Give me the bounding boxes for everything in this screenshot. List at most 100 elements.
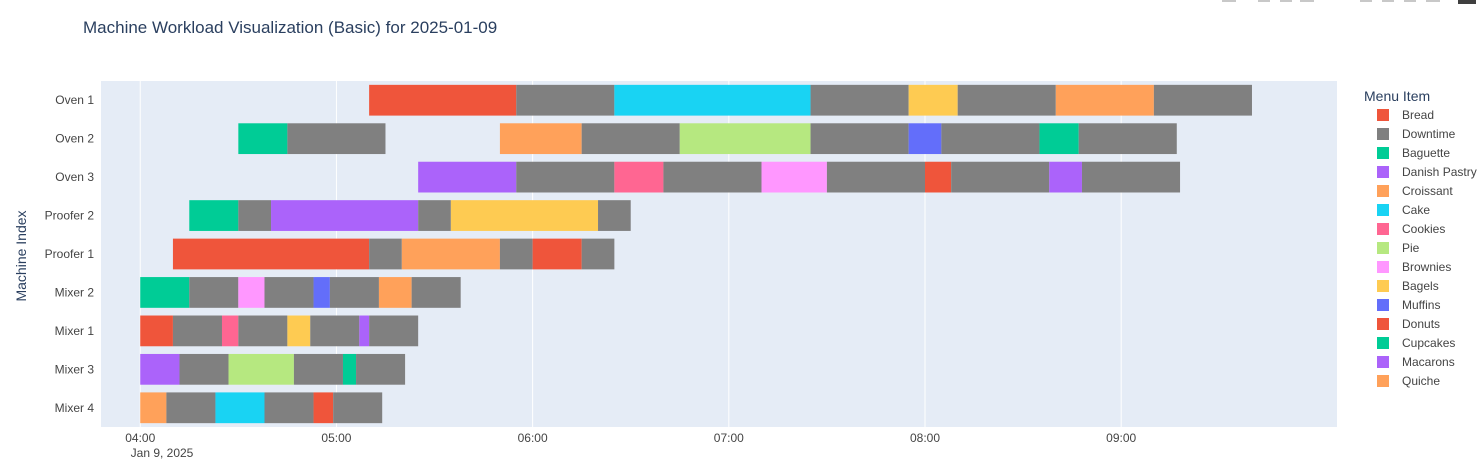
legend-label[interactable]: Macarons [1402, 355, 1455, 369]
reset-icon[interactable] [1426, 0, 1440, 2]
gantt-bar[interactable] [140, 277, 190, 308]
legend-swatch[interactable] [1377, 185, 1389, 197]
legend-label[interactable]: Cake [1402, 203, 1430, 217]
zoom-icon[interactable] [1258, 0, 1270, 2]
gantt-bar[interactable] [369, 238, 402, 270]
gantt-bar[interactable] [313, 277, 330, 308]
gantt-bar[interactable] [1081, 161, 1181, 193]
gantt-bar[interactable] [166, 392, 216, 424]
gantt-bar[interactable] [411, 277, 461, 308]
gantt-bar[interactable] [172, 315, 222, 347]
gantt-bar[interactable] [342, 353, 357, 385]
legend-label[interactable]: Downtime [1402, 127, 1456, 141]
gantt-bar[interactable] [810, 84, 909, 116]
gantt-bar[interactable] [310, 315, 360, 347]
gantt-bar[interactable] [264, 392, 314, 424]
gantt-bar[interactable] [238, 277, 265, 308]
legend-swatch[interactable] [1377, 261, 1389, 273]
legend-label[interactable]: Cookies [1402, 222, 1445, 236]
gantt-bar[interactable] [663, 161, 762, 193]
legend-label[interactable]: Muffins [1402, 298, 1440, 312]
gantt-bar[interactable] [140, 353, 180, 385]
legend-swatch[interactable] [1377, 280, 1389, 292]
legend[interactable]: Menu Item Bread Downtime Baguette Danish Pa… [1364, 88, 1477, 388]
gantt-bar[interactable] [140, 315, 173, 347]
legend-label[interactable]: Croissant [1402, 184, 1453, 198]
gantt-bar[interactable] [228, 353, 294, 385]
legend-swatch[interactable] [1377, 375, 1389, 387]
gantt-bar[interactable] [313, 392, 334, 424]
plotly-logo-icon[interactable] [1458, 0, 1476, 4]
gantt-bar[interactable] [941, 123, 1040, 155]
legend-swatch[interactable] [1377, 109, 1389, 121]
gantt-bar[interactable] [369, 315, 419, 347]
gantt-bar[interactable] [418, 161, 517, 193]
gantt-bar[interactable] [614, 84, 811, 116]
gantt-bar[interactable] [581, 123, 680, 155]
gantt-bar[interactable] [598, 200, 631, 231]
gantt-bar[interactable] [172, 238, 370, 270]
zoom-in-icon[interactable] [1360, 0, 1372, 2]
chart-toolbar[interactable] [1222, 0, 1476, 4]
gantt-bar[interactable] [271, 200, 419, 231]
legend-swatch[interactable] [1377, 299, 1389, 311]
select-icon[interactable] [1300, 0, 1314, 2]
zoom-out-icon[interactable] [1382, 0, 1394, 2]
legend-swatch[interactable] [1377, 242, 1389, 254]
gantt-bar[interactable] [287, 315, 311, 347]
gantt-bar[interactable] [810, 123, 909, 155]
legend-swatch[interactable] [1377, 128, 1389, 140]
gantt-bar[interactable] [378, 277, 412, 308]
gantt-bar[interactable] [1153, 84, 1252, 116]
legend-label[interactable]: Baguette [1402, 146, 1450, 160]
gantt-bar[interactable] [356, 353, 406, 385]
legend-label[interactable]: Danish Pastry [1402, 165, 1477, 179]
gantt-bar[interactable] [1039, 123, 1079, 155]
gantt-bar[interactable] [499, 238, 533, 270]
gantt-bar[interactable] [957, 84, 1056, 116]
legend-label[interactable]: Pie [1402, 241, 1420, 255]
gantt-bar[interactable] [679, 123, 811, 155]
legend-swatch[interactable] [1377, 147, 1389, 159]
legend-swatch[interactable] [1377, 223, 1389, 235]
gantt-bar[interactable] [516, 84, 615, 116]
gantt-bar[interactable] [287, 123, 386, 155]
autoscale-icon[interactable] [1404, 0, 1416, 2]
gantt-bar[interactable] [516, 161, 615, 193]
legend-swatch[interactable] [1377, 204, 1389, 216]
legend-label[interactable]: Donuts [1402, 317, 1440, 331]
gantt-bar[interactable] [189, 200, 239, 231]
legend-label[interactable]: Cupcakes [1402, 336, 1455, 350]
gantt-bar[interactable] [264, 277, 314, 308]
gantt-bar[interactable] [1049, 161, 1082, 193]
legend-label[interactable]: Brownies [1402, 260, 1451, 274]
gantt-bar[interactable] [221, 315, 239, 347]
gantt-bar[interactable] [238, 200, 272, 231]
gantt-bar[interactable] [1055, 84, 1154, 116]
gantt-bar[interactable] [238, 123, 288, 155]
gantt-bar[interactable] [333, 392, 383, 424]
pan-icon[interactable] [1280, 0, 1292, 2]
gantt-bar[interactable] [761, 161, 827, 193]
legend-label[interactable]: Bagels [1402, 279, 1439, 293]
gantt-bar[interactable] [614, 161, 664, 193]
gantt-bar[interactable] [908, 123, 942, 155]
legend-swatch[interactable] [1377, 337, 1389, 349]
gantt-bar[interactable] [581, 238, 615, 270]
gantt-bar[interactable] [826, 161, 925, 193]
legend-label[interactable]: Quiche [1402, 374, 1440, 388]
gantt-bar[interactable] [532, 238, 582, 270]
gantt-bar[interactable] [215, 392, 265, 424]
legend-label[interactable]: Bread [1402, 108, 1434, 122]
legend-swatch[interactable] [1377, 318, 1389, 330]
gantt-bar[interactable] [401, 238, 500, 270]
gantt-bar[interactable] [140, 392, 167, 424]
gantt-bar[interactable] [418, 200, 451, 231]
legend-swatch[interactable] [1377, 166, 1389, 178]
gantt-bar[interactable] [1078, 123, 1177, 155]
gantt-bar[interactable] [293, 353, 343, 385]
gantt-bar[interactable] [499, 123, 582, 155]
gantt-bar[interactable] [179, 353, 229, 385]
gantt-bar[interactable] [329, 277, 379, 308]
legend-swatch[interactable] [1377, 356, 1389, 368]
